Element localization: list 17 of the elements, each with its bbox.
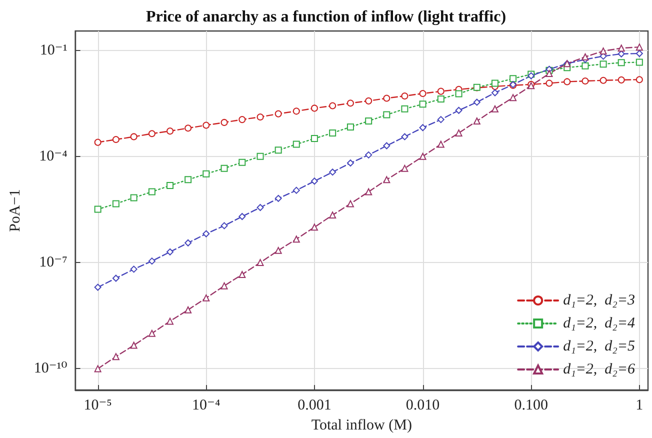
legend-label: d₁=2, d₂=5 (563, 338, 636, 354)
y-tick-label: 10⁻¹ (40, 42, 68, 58)
x-tick-label: 0.010 (406, 398, 440, 414)
chart-title: Price of anarchy as a function of inflow (light traffic) (146, 8, 506, 26)
legend-label: d₁=2, d₂=6 (563, 362, 636, 378)
y-tick-label: 10⁻⁴ (39, 148, 68, 164)
x-tick-label: 10⁻⁵ (84, 398, 112, 414)
x-tick-label: 10⁻⁴ (192, 398, 220, 414)
y-tick-label: 10⁻⁷ (39, 254, 68, 271)
y-axis-title: PoA−1 (8, 189, 24, 232)
legend-label: d₁=2, d₂=4 (563, 316, 636, 332)
x-axis-title: Total inflow (M) (311, 417, 412, 434)
x-tick-label: 0.100 (514, 398, 548, 414)
x-tick-label: 0.001 (298, 398, 332, 414)
x-tick-label: 1 (636, 398, 644, 414)
legend-label: d₁=2, d₂=3 (563, 292, 636, 308)
y-tick-label: 10⁻¹⁰ (34, 360, 68, 377)
